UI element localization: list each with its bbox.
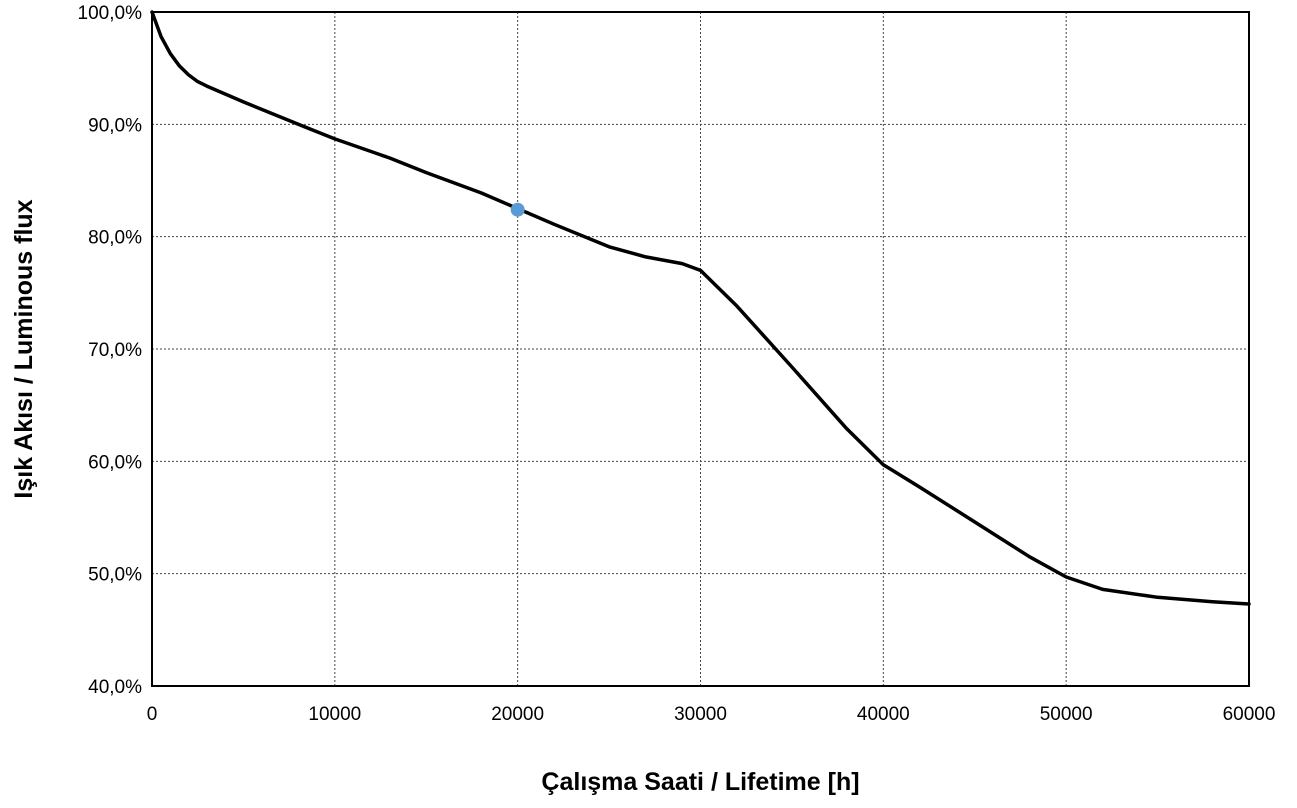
x-tick-label: 10000 xyxy=(308,704,361,725)
y-axis-title: Işık Akısı / Luminous flux xyxy=(10,199,38,498)
y-tick-label: 60,0% xyxy=(88,452,142,473)
x-tick-label: 30000 xyxy=(674,704,727,725)
y-tick-label: 40,0% xyxy=(88,677,142,698)
x-tick-label: 60000 xyxy=(1223,704,1276,725)
y-tick-label: 50,0% xyxy=(88,565,142,586)
y-tick-labels: 40,0% 50,0% 60,0% 70,0% 80,0% 90,0% 100,0% xyxy=(78,3,143,698)
x-axis-title: Çalışma Saati / Lifetime [h] xyxy=(541,768,859,796)
x-tick-label: 40000 xyxy=(857,704,910,725)
y-tick-label: 100,0% xyxy=(78,3,143,24)
y-tick-label: 80,0% xyxy=(88,228,142,249)
y-tick-label: 70,0% xyxy=(88,340,142,361)
grid-lines xyxy=(152,12,1249,686)
x-tick-labels: 0 10000 20000 30000 40000 50000 60000 xyxy=(147,704,1276,725)
x-tick-label: 20000 xyxy=(491,704,544,725)
x-tick-label: 0 xyxy=(147,704,158,725)
highlight-point xyxy=(510,202,525,217)
y-tick-label: 90,0% xyxy=(88,115,142,136)
series-line xyxy=(150,10,1251,606)
plot-area xyxy=(151,11,1250,687)
x-tick-label: 50000 xyxy=(1040,704,1093,725)
